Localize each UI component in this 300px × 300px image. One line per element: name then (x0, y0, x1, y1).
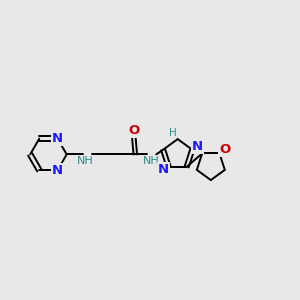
Text: N: N (158, 163, 169, 176)
Text: H: H (169, 128, 176, 138)
Text: NH: NH (77, 156, 94, 166)
Text: N: N (192, 140, 203, 153)
Text: N: N (52, 164, 63, 177)
Text: NH: NH (142, 156, 159, 166)
Text: N: N (52, 132, 63, 145)
Text: O: O (128, 124, 139, 137)
Text: O: O (219, 143, 230, 156)
